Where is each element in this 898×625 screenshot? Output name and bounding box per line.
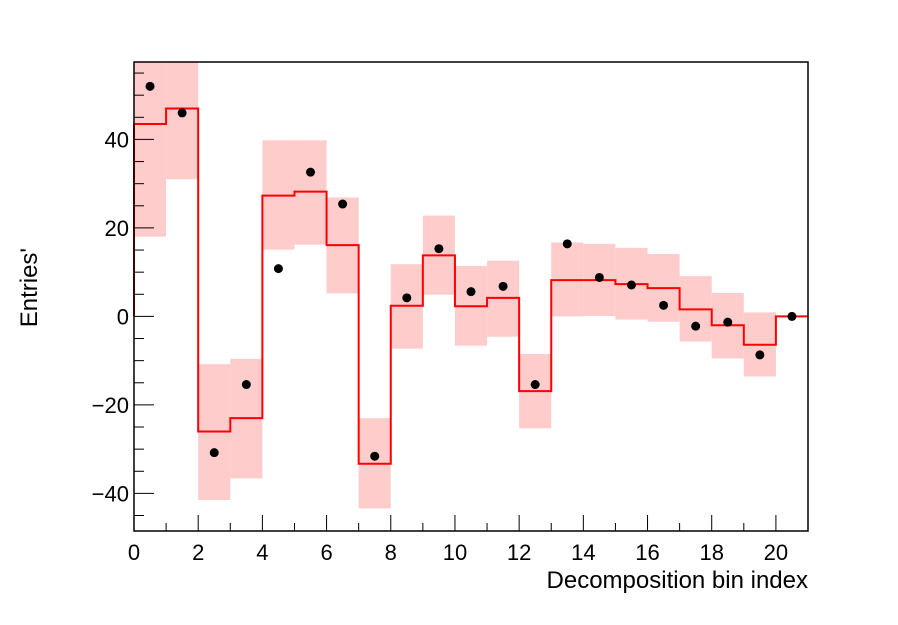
x-tick-label: 4 bbox=[256, 540, 268, 565]
x-tick-label: 6 bbox=[320, 540, 332, 565]
y-tick-label: −40 bbox=[92, 481, 129, 506]
x-tick-label: 10 bbox=[443, 540, 467, 565]
data-point bbox=[723, 317, 733, 327]
x-tick-label: 2 bbox=[192, 540, 204, 565]
data-point bbox=[466, 287, 476, 297]
y-tick-label: −20 bbox=[92, 393, 129, 418]
data-point bbox=[691, 321, 701, 331]
data-points bbox=[145, 81, 797, 461]
data-point bbox=[787, 311, 797, 321]
data-point bbox=[498, 281, 508, 291]
data-point bbox=[145, 81, 155, 91]
data-point bbox=[370, 451, 380, 461]
x-axis-title: Decomposition bin index bbox=[547, 567, 808, 594]
x-tick-label: 16 bbox=[635, 540, 659, 565]
axes: 0 2 4 6 8 10 12 14 16 18 20 −40 −20 0 20 40 bbox=[92, 61, 809, 565]
step-line bbox=[133, 107, 808, 465]
data-point bbox=[755, 350, 765, 360]
data-point bbox=[177, 108, 187, 118]
y-axis-title: Entries' bbox=[16, 248, 43, 327]
x-tick-label: 18 bbox=[699, 540, 723, 565]
data-point bbox=[594, 272, 604, 282]
data-point bbox=[659, 300, 669, 310]
x-tick-label: 0 bbox=[128, 540, 140, 565]
data-point bbox=[530, 380, 540, 390]
x-tick-label: 20 bbox=[764, 540, 788, 565]
data-point bbox=[402, 293, 412, 303]
band-box bbox=[166, 62, 199, 180]
data-point bbox=[209, 448, 219, 458]
y-tick-label: 0 bbox=[117, 304, 129, 329]
data-point bbox=[434, 244, 444, 254]
data-point bbox=[338, 199, 348, 209]
data-point bbox=[273, 264, 283, 274]
plot-frame bbox=[133, 61, 809, 532]
band-box bbox=[134, 62, 167, 237]
data-point bbox=[241, 380, 251, 390]
histogram-step-line bbox=[133, 107, 808, 465]
y-tick-label: 20 bbox=[105, 216, 129, 241]
data-point bbox=[626, 280, 636, 290]
x-tick-label: 14 bbox=[571, 540, 595, 565]
x-tick-label: 8 bbox=[385, 540, 397, 565]
data-point bbox=[306, 167, 316, 177]
data-point bbox=[562, 239, 572, 249]
y-tick-label: 40 bbox=[105, 127, 129, 152]
x-tick-label: 12 bbox=[507, 540, 531, 565]
